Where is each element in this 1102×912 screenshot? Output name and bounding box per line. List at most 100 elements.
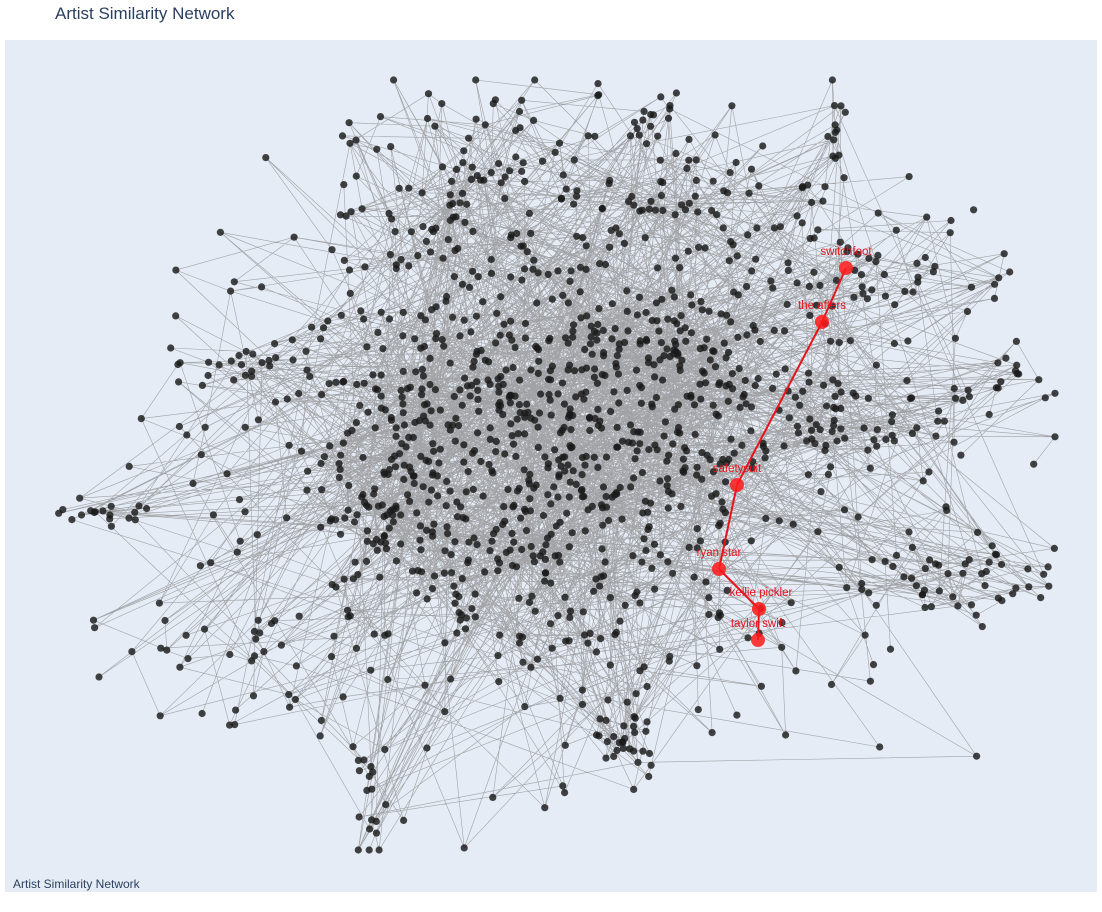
network-node[interactable]	[991, 280, 999, 288]
network-node[interactable]	[690, 401, 699, 409]
network-node[interactable]	[442, 292, 451, 301]
network-node[interactable]	[223, 470, 231, 478]
network-node[interactable]	[1045, 582, 1053, 590]
network-node[interactable]	[643, 718, 651, 726]
network-node[interactable]	[747, 165, 756, 173]
network-node[interactable]	[392, 432, 400, 440]
network-node[interactable]	[386, 251, 394, 259]
network-node[interactable]	[352, 136, 360, 144]
network-node[interactable]	[465, 283, 474, 291]
network-node[interactable]	[89, 616, 98, 624]
network-node[interactable]	[799, 387, 807, 395]
network-node[interactable]	[630, 785, 638, 794]
network-node[interactable]	[738, 441, 746, 449]
network-node[interactable]	[258, 359, 266, 367]
network-node[interactable]	[882, 435, 890, 443]
network-node[interactable]	[729, 385, 737, 393]
network-node[interactable]	[534, 443, 542, 451]
network-node[interactable]	[533, 344, 541, 352]
network-node[interactable]	[870, 436, 878, 444]
network-node[interactable]	[418, 189, 426, 197]
network-node[interactable]	[518, 633, 527, 641]
network-node[interactable]	[628, 192, 636, 201]
network-node[interactable]	[620, 239, 629, 247]
network-node[interactable]	[383, 511, 391, 519]
network-node[interactable]	[610, 388, 618, 396]
network-node[interactable]	[573, 187, 581, 195]
network-node[interactable]	[630, 713, 638, 721]
network-node[interactable]	[317, 523, 325, 531]
network-node[interactable]	[727, 435, 735, 443]
network-node[interactable]	[521, 265, 529, 273]
network-node[interactable]	[416, 522, 425, 530]
network-node[interactable]	[423, 595, 431, 603]
network-node[interactable]	[475, 407, 483, 415]
network-node[interactable]	[913, 259, 921, 267]
network-node[interactable]	[382, 801, 390, 809]
network-node[interactable]	[950, 438, 958, 446]
network-node[interactable]	[601, 260, 610, 269]
network-node[interactable]	[458, 280, 466, 288]
network-node[interactable]	[479, 298, 487, 306]
network-node[interactable]	[525, 598, 534, 607]
network-node[interactable]	[325, 380, 333, 388]
network-node[interactable]	[693, 525, 701, 533]
network-node[interactable]	[400, 475, 408, 483]
network-node[interactable]	[559, 291, 567, 299]
network-node[interactable]	[449, 313, 457, 321]
network-node[interactable]	[424, 90, 433, 98]
network-node[interactable]	[413, 589, 421, 597]
highlight-node[interactable]	[712, 562, 726, 576]
network-node[interactable]	[343, 606, 352, 614]
network-node[interactable]	[477, 346, 485, 355]
network-node[interactable]	[484, 376, 492, 384]
network-node[interactable]	[538, 157, 547, 165]
network-node[interactable]	[432, 335, 440, 343]
network-node[interactable]	[541, 453, 549, 461]
network-node[interactable]	[288, 336, 296, 344]
network-node[interactable]	[821, 183, 829, 191]
network-node[interactable]	[377, 392, 385, 400]
network-node[interactable]	[593, 336, 601, 344]
network-node[interactable]	[900, 573, 908, 581]
network-node[interactable]	[677, 502, 685, 510]
network-node[interactable]	[582, 265, 590, 273]
network-node[interactable]	[678, 201, 686, 209]
network-node[interactable]	[564, 299, 573, 307]
network-node[interactable]	[832, 276, 841, 284]
network-node[interactable]	[477, 457, 485, 466]
network-node[interactable]	[812, 421, 820, 429]
network-node[interactable]	[471, 590, 479, 598]
network-node[interactable]	[419, 372, 427, 380]
network-node[interactable]	[633, 447, 641, 455]
network-node[interactable]	[566, 361, 574, 369]
network-node[interactable]	[387, 455, 396, 464]
network-node[interactable]	[507, 231, 515, 239]
network-node[interactable]	[926, 556, 934, 564]
network-node[interactable]	[824, 470, 833, 478]
network-node[interactable]	[559, 782, 567, 790]
network-node[interactable]	[346, 139, 354, 147]
network-node[interactable]	[407, 228, 415, 236]
network-node[interactable]	[719, 224, 727, 232]
network-node[interactable]	[770, 224, 779, 232]
network-node[interactable]	[903, 377, 911, 385]
network-node[interactable]	[521, 430, 529, 438]
network-node[interactable]	[285, 691, 293, 699]
network-node[interactable]	[271, 617, 279, 625]
network-node[interactable]	[468, 381, 476, 390]
network-node[interactable]	[635, 293, 644, 301]
network-node[interactable]	[642, 308, 650, 317]
network-node[interactable]	[716, 645, 724, 653]
network-node[interactable]	[644, 525, 652, 534]
network-node[interactable]	[602, 453, 611, 461]
network-node[interactable]	[701, 379, 710, 387]
network-node[interactable]	[398, 393, 406, 401]
network-node[interactable]	[207, 559, 215, 567]
network-node[interactable]	[372, 535, 381, 544]
network-node[interactable]	[812, 301, 821, 309]
network-node[interactable]	[921, 253, 929, 262]
network-node[interactable]	[569, 467, 577, 475]
network-node[interactable]	[708, 729, 716, 737]
network-node[interactable]	[161, 616, 169, 625]
